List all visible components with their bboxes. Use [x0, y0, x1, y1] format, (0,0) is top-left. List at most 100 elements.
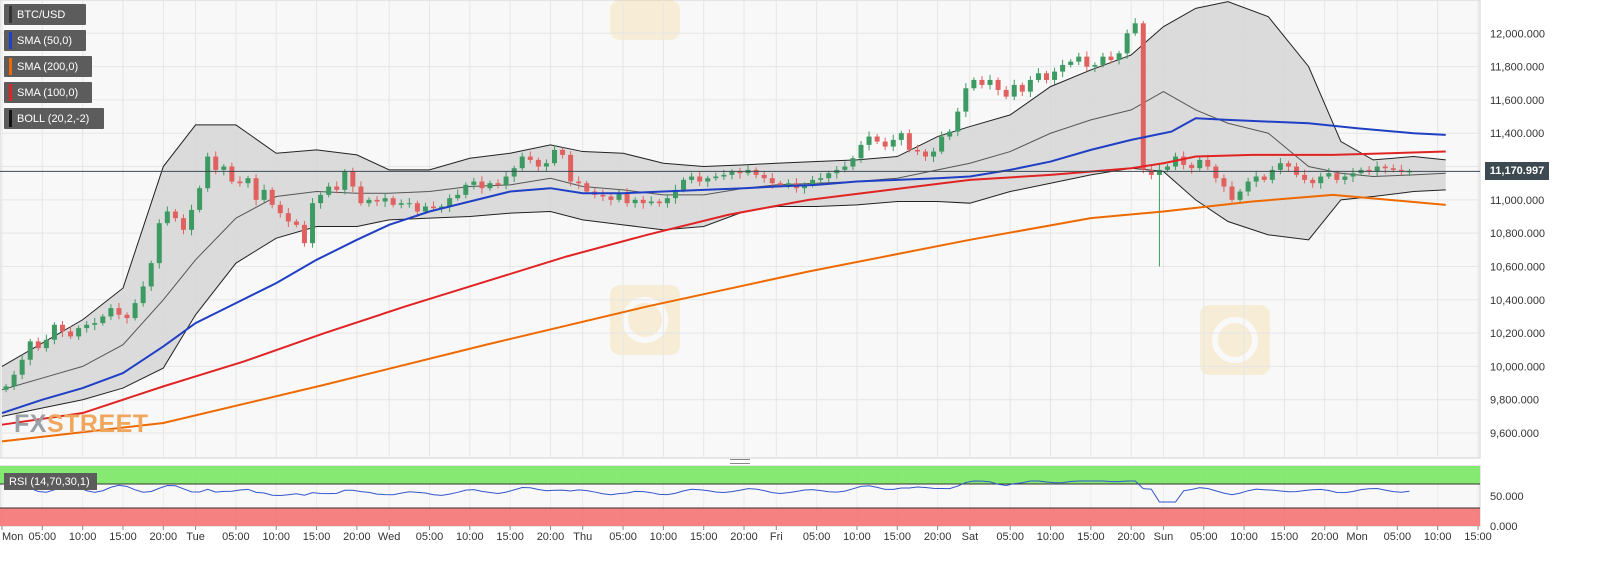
y-tick-label: 11,400.000 [1490, 128, 1544, 140]
candle-body [3, 386, 9, 390]
y-tick-label: 10,200.000 [1490, 328, 1545, 340]
x-tick-label: 15:00 [1271, 531, 1299, 543]
candle-body [406, 203, 412, 205]
candle-body [269, 189, 275, 205]
candle-body [1156, 169, 1162, 175]
candle-body [785, 183, 791, 185]
candle-body [221, 166, 227, 170]
candle-body [108, 308, 114, 317]
legend-sma50[interactable]: SMA (50,0) [4, 30, 86, 51]
candle-body [261, 189, 267, 200]
candle-body [826, 173, 832, 179]
candle-body [51, 324, 57, 340]
rsi-oversold-zone [0, 508, 1480, 526]
candle-body [963, 88, 969, 112]
legend-boll[interactable]: BOLL (20,2,-2) [4, 108, 104, 129]
candle-body [810, 179, 816, 185]
indicator-lines [0, 117, 1480, 443]
candle-body [1197, 159, 1203, 169]
candle-body [560, 149, 566, 155]
candle-body [1027, 79, 1033, 92]
candle-body [1189, 164, 1195, 169]
x-tick-label: 15:00 [496, 531, 524, 543]
rsi-tick-label: 50.000 [1490, 491, 1524, 503]
candle-body [955, 111, 961, 132]
legend-swatch-sma100 [9, 84, 12, 101]
candle-body [1019, 84, 1025, 92]
line-sma-200-0- [1, 193, 1446, 443]
candle-body [689, 176, 695, 180]
candle-body [681, 179, 687, 190]
candle-body [84, 324, 90, 329]
candle-body [310, 203, 316, 244]
candle-body [447, 198, 453, 207]
candle-body [874, 136, 880, 142]
candle-body [672, 189, 678, 199]
legend-sma50-label: SMA (50,0) [17, 34, 73, 47]
y-axis: 9,600.000 9,800.000 10,000.000 10,200.000 10… [1490, 28, 1545, 440]
rsi-panel: 50.000 0.000 [0, 466, 1524, 533]
candle-body [124, 314, 130, 319]
candle-body [164, 211, 170, 224]
candle-body [382, 198, 388, 202]
x-tick-label: Mon [2, 531, 23, 543]
candle-body [1374, 166, 1380, 172]
y-tick-label: 11,800.000 [1490, 62, 1544, 74]
candle-body [1181, 156, 1187, 165]
candle-body [1269, 169, 1275, 180]
candle-body [156, 223, 162, 264]
candle-body [640, 199, 646, 204]
candle-body [398, 203, 404, 205]
candle-body [648, 201, 654, 204]
candle-body [1116, 53, 1122, 60]
candle-body [1318, 176, 1324, 184]
candle-body [882, 141, 888, 147]
candle-body [293, 221, 299, 225]
candle-body [205, 156, 211, 189]
candle-body [511, 168, 517, 177]
x-tick-label: 20:00 [730, 531, 758, 543]
x-tick-label: 20:00 [150, 531, 178, 543]
x-tick-label: 10:00 [1230, 531, 1258, 543]
candle-body [237, 181, 243, 184]
x-tick-label: 10:00 [69, 531, 97, 543]
legend-symbol[interactable]: BTC/USD [4, 4, 86, 25]
candle-body [1060, 64, 1066, 72]
legend-sma100[interactable]: SMA (100,0) [4, 82, 92, 103]
candle-body [535, 159, 541, 167]
candle-body [1285, 163, 1291, 167]
candle-body [1205, 159, 1211, 167]
candle-body [213, 156, 219, 170]
legend-swatch-sma200 [9, 58, 12, 75]
x-tick-label: Thu [573, 531, 592, 543]
candle-body [172, 211, 178, 219]
legend-sma200[interactable]: SMA (200,0) [4, 56, 92, 77]
candle-body [285, 213, 291, 222]
candle-body [301, 224, 307, 244]
candle-body [737, 171, 743, 174]
candle-body [914, 149, 920, 152]
fxstreet-logo: FXSTREET [14, 410, 149, 438]
candle-body [906, 133, 912, 150]
y-tick-label: 10,400.000 [1490, 295, 1545, 307]
x-tick-label: 20:00 [343, 531, 371, 543]
candle-body [132, 303, 138, 319]
candle-body [624, 193, 630, 204]
candle-body [229, 166, 235, 182]
candle-body [366, 199, 372, 204]
pane-resize-handle[interactable] [730, 459, 750, 464]
x-tick-label: 05:00 [416, 531, 444, 543]
y-tick-label: 10,600.000 [1490, 261, 1545, 273]
candle-body [503, 176, 509, 185]
candle-body [245, 178, 251, 184]
candle-body [753, 169, 759, 175]
x-tick-label: Sat [962, 531, 979, 543]
candle-body [59, 324, 65, 332]
candle-body [1326, 173, 1332, 177]
candle-body [35, 341, 41, 349]
candle-body [1148, 169, 1154, 175]
rsi-tick-label: 0.000 [1490, 521, 1518, 533]
candle-body [1334, 173, 1340, 180]
rsi-line [5, 480, 1410, 503]
